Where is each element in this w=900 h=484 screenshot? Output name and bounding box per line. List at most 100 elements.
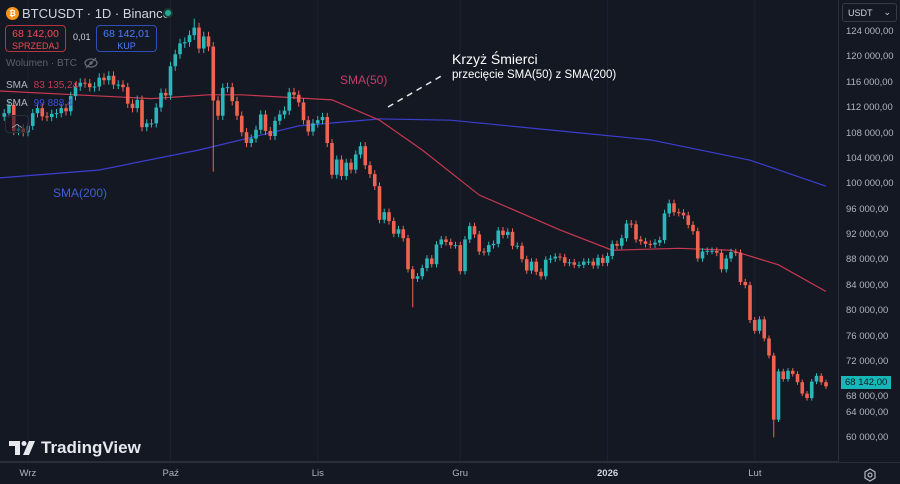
candle-body: [325, 117, 330, 144]
candle-body: [425, 258, 429, 268]
candle-body: [396, 229, 401, 234]
candle-body: [434, 244, 439, 265]
grid: [27, 0, 756, 461]
candle-body: [197, 27, 201, 49]
candle-body: [239, 115, 244, 133]
candle-body: [349, 162, 353, 170]
candle-body: [273, 120, 277, 137]
price-chart[interactable]: [0, 0, 838, 462]
market-status-icon: [163, 8, 173, 18]
volume-legend[interactable]: Wolumen · BTC: [6, 58, 77, 69]
candle-body: [553, 256, 558, 259]
candle-body: [173, 54, 178, 67]
candle-body: [539, 271, 543, 277]
candle-body: [64, 108, 68, 112]
price-tick-label: 108 000,00: [846, 127, 894, 139]
candle-body: [591, 261, 596, 266]
death-cross-title: Krzyż Śmierci: [452, 51, 538, 67]
candle-body: [448, 241, 453, 246]
price-tick-label: 60 000,00: [846, 432, 889, 443]
candle-body: [83, 82, 87, 84]
sell-label: SPRZEDAJ: [11, 41, 59, 51]
price-tick-label: 92 000,00: [846, 229, 889, 240]
candle-body: [182, 42, 187, 44]
price-tick-label: 116 000,00: [846, 76, 893, 88]
candle-body: [781, 371, 786, 380]
price-tick-label: 72 000,00: [846, 355, 889, 367]
candle-body: [638, 239, 643, 242]
candle-body: [733, 252, 738, 254]
candle-body: [263, 114, 268, 131]
candle-body: [339, 159, 344, 177]
bitcoin-icon: ₿: [6, 7, 19, 20]
indicator-name: SMA: [6, 80, 28, 91]
candle-body: [496, 230, 501, 244]
candle-body: [586, 261, 591, 263]
candle-body: [92, 86, 97, 88]
candle-body: [581, 261, 586, 265]
price-tick-label: 84 000,00: [846, 279, 889, 291]
price-axis-border: [838, 0, 839, 462]
candle-body: [558, 256, 562, 258]
candle-body: [211, 46, 216, 101]
price-tick-label: 112 000,00: [846, 102, 893, 114]
chevron-down-icon: ⌄: [883, 7, 891, 17]
sma200-legend[interactable]: SMA 99 888,4: [6, 98, 73, 110]
candle-body: [762, 319, 767, 339]
candle-body: [372, 174, 377, 187]
candle-body: [520, 245, 524, 260]
candle-body: [486, 245, 491, 253]
candle-body: [505, 231, 510, 236]
currency-value: USDT: [848, 8, 873, 18]
candle-body: [254, 129, 258, 139]
candle-body: [225, 87, 230, 89]
price-tick-label: 76 000,00: [846, 330, 889, 342]
candle-body: [619, 238, 624, 246]
sma50-legend[interactable]: SMA 83 135,24: [6, 80, 78, 92]
candle-body: [809, 381, 814, 399]
candle-body: [401, 229, 406, 239]
candle-body: [301, 102, 306, 121]
candle-body: [672, 203, 676, 213]
candle-body: [320, 117, 325, 121]
price-tick-label: 88 000,00: [846, 254, 889, 266]
candle-body: [662, 213, 667, 241]
candle-body: [306, 120, 311, 132]
axis-divider: [0, 462, 900, 463]
currency-select[interactable]: USDT ⌄: [842, 3, 897, 22]
candle-body: [429, 258, 434, 265]
candle-body: [491, 243, 496, 246]
symbol-title[interactable]: BTCUSDT · 1D · Binance: [22, 6, 170, 21]
candle-body: [68, 96, 73, 112]
candle-body: [567, 262, 572, 264]
candle-body: [757, 319, 762, 331]
tradingview-logo[interactable]: TradingView: [9, 438, 141, 458]
buy-button[interactable]: 68 142,01 KUP: [96, 25, 157, 52]
collapse-legend-button[interactable]: ︿: [5, 115, 29, 133]
candle-body: [159, 92, 163, 108]
candle-body: [102, 77, 106, 81]
price-tick-label: 100 000,00: [846, 178, 894, 190]
candle-body: [292, 92, 296, 95]
candle-body: [510, 231, 515, 246]
candle-body: [458, 245, 463, 272]
settings-icon[interactable]: [863, 468, 877, 482]
candle-body: [605, 255, 610, 263]
candle-body: [719, 252, 724, 270]
price-tick-label: 68 000,00: [846, 391, 889, 402]
eye-slash-icon[interactable]: [84, 57, 98, 69]
candle-body: [97, 77, 102, 87]
candle-body: [482, 251, 486, 253]
candle-body: [192, 27, 197, 36]
candle-body: [534, 261, 539, 272]
candle-body: [463, 239, 467, 272]
candle-body: [168, 66, 173, 96]
candle-body: [59, 108, 64, 114]
sell-button[interactable]: 68 142,00 SPRZEDAJ: [5, 25, 66, 52]
candle-body: [800, 382, 805, 394]
candle-body: [149, 123, 154, 125]
price-tick-label: 104 000,00: [846, 152, 894, 164]
candle-body: [363, 146, 368, 166]
candle-body: [681, 212, 686, 216]
price-tick-label: 120 000,00: [846, 51, 894, 63]
